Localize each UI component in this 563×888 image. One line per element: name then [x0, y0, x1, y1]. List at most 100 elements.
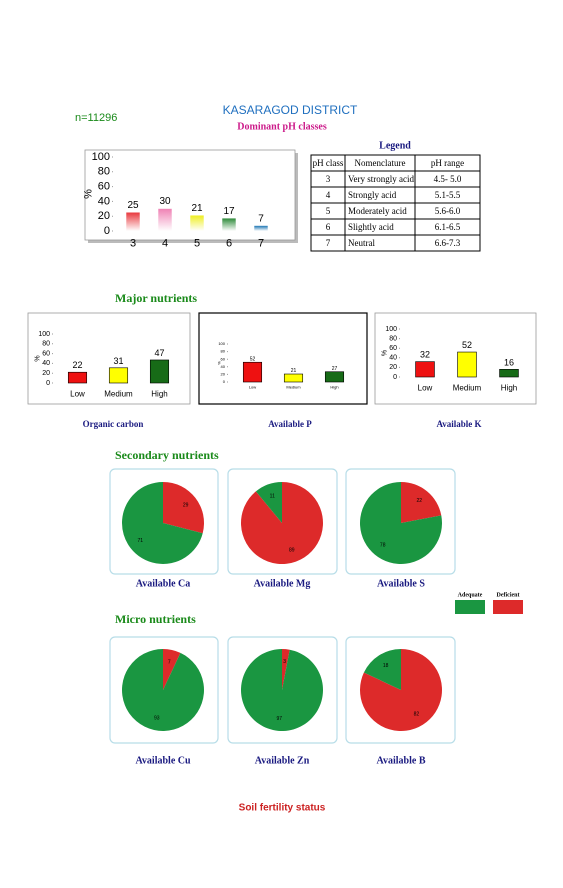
table-cell: pH class	[313, 158, 344, 168]
slice-label: 11	[270, 493, 275, 499]
x-tick-label: Medium	[104, 389, 133, 398]
y-axis-label: %	[83, 189, 95, 199]
bar	[254, 225, 268, 231]
y-tick-label: 60	[42, 350, 50, 357]
value-label: 17	[223, 206, 235, 217]
y-tick-label: 80	[389, 335, 397, 342]
table-cell: Nomenclature	[355, 158, 406, 168]
legend-label: Adequate	[458, 592, 483, 598]
section-title: Secondary nutrients	[115, 448, 219, 462]
chart-caption: Available Cu	[135, 755, 191, 766]
x-tick-label: 4	[162, 238, 168, 250]
footer: Soil fertility status	[239, 803, 326, 814]
sample-count: n=11296	[75, 112, 117, 124]
slice-label: 93	[154, 715, 160, 721]
table-cell: Very strongly acid	[348, 174, 414, 184]
y-tick-label: 60	[98, 181, 110, 193]
chart-caption: Available Mg	[254, 578, 311, 589]
slice-label: 18	[383, 663, 389, 669]
x-tick-label: 6	[226, 238, 232, 250]
y-tick-label: 0	[46, 380, 50, 387]
value-label: 32	[420, 350, 430, 360]
table-cell: 6.6-7.3	[435, 238, 461, 248]
bar	[242, 361, 263, 383]
value-label: 21	[191, 203, 203, 214]
y-tick-label: 40	[42, 360, 50, 367]
y-tick-label: 40	[98, 195, 110, 207]
x-tick-label: Low	[418, 383, 433, 392]
value-label: 16	[504, 357, 514, 367]
pie-slice	[363, 649, 401, 690]
value-label: 25	[127, 200, 139, 211]
y-tick-label: 100	[218, 341, 225, 346]
y-axis-label: %	[381, 350, 388, 356]
y-tick-label: 100	[38, 331, 50, 338]
y-tick-label: 0	[393, 374, 397, 381]
bar	[126, 212, 140, 231]
x-tick-label: 7	[258, 238, 264, 250]
chart-caption: Available K	[436, 419, 481, 429]
chart-caption: Available B	[377, 755, 426, 766]
chart-caption: Organic carbon	[83, 419, 144, 429]
x-tick-label: Medium	[453, 383, 482, 392]
legend-swatch	[493, 600, 523, 614]
y-tick-label: 100	[385, 326, 397, 333]
y-tick-label: 60	[221, 356, 226, 361]
pie-slice	[241, 649, 324, 731]
slice-label: 71	[138, 538, 144, 544]
chart-title: Dominant pH classes	[237, 121, 327, 132]
bar	[158, 208, 172, 231]
x-tick-label: High	[330, 385, 338, 390]
table-cell: pH range	[431, 158, 464, 168]
pie-slice	[122, 649, 205, 731]
table-cell: 6.1-6.5	[435, 222, 461, 232]
chart-caption: Available Ca	[136, 578, 191, 589]
value-label: 30	[159, 196, 171, 207]
y-tick-label: 20	[389, 364, 397, 371]
table-cell: Neutral	[348, 238, 375, 248]
y-tick-label: 80	[42, 341, 50, 348]
slice-label: 82	[414, 712, 420, 718]
legend-swatch	[455, 600, 485, 614]
bar	[457, 351, 477, 378]
table-cell: Moderately acid	[348, 206, 407, 216]
slice-label: 97	[277, 716, 283, 722]
table-cell: 6	[326, 222, 331, 232]
bar	[222, 218, 236, 231]
y-axis-label: %	[34, 355, 41, 361]
x-tick-label: High	[151, 389, 167, 398]
pie-slice	[282, 649, 290, 690]
value-label: 22	[72, 360, 82, 370]
y-tick-label: 20	[98, 210, 110, 222]
table-cell: 5.6-6.0	[435, 206, 461, 216]
legend-label: Deficient	[497, 592, 520, 598]
y-tick-label: 80	[221, 349, 226, 354]
bar	[108, 367, 129, 384]
y-tick-label: 20	[221, 371, 226, 376]
pie-slice	[401, 482, 442, 523]
slice-label: 22	[417, 498, 423, 504]
value-label: 7	[258, 213, 264, 224]
chart-frame	[84, 149, 296, 241]
value-label: 52	[462, 340, 472, 350]
value-label: 52	[250, 356, 256, 362]
table-cell: 5	[326, 206, 331, 216]
x-tick-label: 5	[194, 238, 200, 250]
value-label: 47	[154, 348, 164, 358]
x-tick-label: Low	[70, 389, 85, 398]
table-cell: Strongly acid	[348, 190, 397, 200]
y-tick-label: 0	[104, 225, 110, 237]
section-title: Micro nutrients	[115, 612, 196, 626]
y-tick-label: 40	[221, 364, 226, 369]
x-tick-label: 3	[130, 238, 136, 250]
value-label: 21	[291, 368, 297, 374]
pie-slice	[163, 649, 181, 690]
bar	[499, 369, 519, 378]
slice-label: 78	[380, 542, 386, 548]
y-tick-label: 80	[98, 166, 110, 178]
chart-caption: Available S	[377, 578, 425, 589]
pie-slice	[163, 481, 205, 534]
pie-slice	[255, 482, 282, 523]
